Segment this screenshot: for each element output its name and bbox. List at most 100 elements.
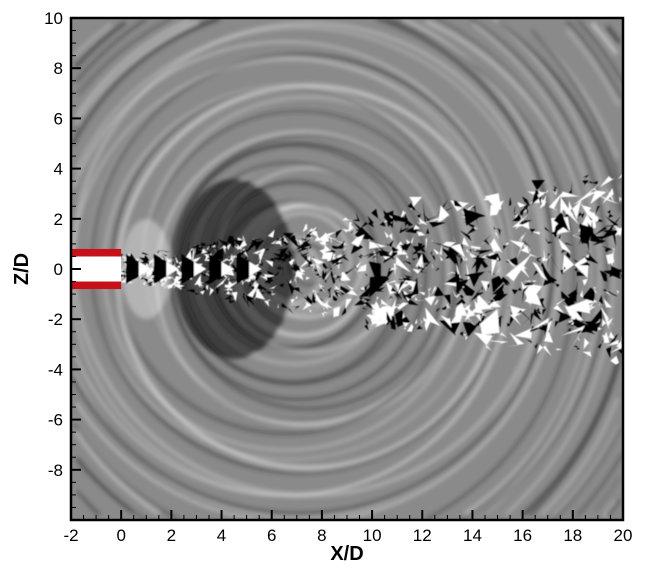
jet-structure bbox=[189, 244, 200, 249]
jet-structure bbox=[561, 325, 586, 353]
jet-structure bbox=[500, 276, 510, 285]
jet-structure bbox=[469, 205, 479, 228]
jet-structure bbox=[250, 238, 264, 246]
jet-structure bbox=[597, 338, 607, 349]
jet-structure bbox=[395, 310, 410, 327]
jet-structure bbox=[322, 304, 325, 310]
jet-structure bbox=[353, 261, 362, 270]
jet-structure bbox=[481, 285, 483, 291]
jet-structure bbox=[277, 303, 281, 309]
jet-structure bbox=[430, 247, 434, 255]
jet-structure bbox=[390, 253, 395, 260]
jet-structure bbox=[538, 298, 545, 306]
jet-structure bbox=[450, 243, 470, 262]
jet-structure bbox=[431, 285, 436, 296]
jet-structure bbox=[440, 315, 452, 328]
jet-structure bbox=[471, 315, 486, 328]
jet-structure bbox=[493, 226, 499, 230]
jet-structure bbox=[507, 323, 511, 327]
jet-structure bbox=[466, 263, 470, 281]
acoustic-wave bbox=[590, 21, 619, 56]
jet-structure bbox=[446, 303, 453, 309]
jet-structure bbox=[362, 307, 368, 310]
jet-structure bbox=[252, 256, 261, 267]
jet-structure bbox=[368, 261, 381, 279]
acoustic-wave bbox=[552, 426, 623, 520]
jet-structure bbox=[146, 280, 156, 287]
jet-structure bbox=[573, 182, 601, 205]
jet-structure bbox=[531, 189, 542, 206]
jet-structure bbox=[143, 278, 147, 286]
acoustic-wave bbox=[576, 452, 623, 517]
jet-structure bbox=[223, 288, 233, 291]
jet-structure bbox=[228, 288, 233, 295]
jet-structure bbox=[267, 229, 275, 238]
jet-structure bbox=[287, 279, 297, 296]
jet-structure bbox=[566, 180, 572, 197]
x-tick-label: 8 bbox=[317, 526, 326, 545]
jet-structure bbox=[541, 263, 560, 288]
acoustic-wave bbox=[74, 20, 127, 69]
acoustic-wave bbox=[74, 457, 134, 514]
jet-structure bbox=[599, 270, 608, 282]
jet-structure bbox=[528, 295, 533, 309]
jet-structure bbox=[334, 285, 348, 297]
jet-structure bbox=[155, 250, 171, 252]
jet-structure bbox=[143, 261, 155, 270]
jet-structure bbox=[606, 339, 621, 346]
jet-structure bbox=[423, 228, 430, 241]
jet-structure bbox=[288, 233, 296, 239]
jet-structure bbox=[224, 294, 234, 300]
jet-structure bbox=[555, 309, 573, 323]
acoustic-wave bbox=[528, 360, 621, 517]
jet-structure bbox=[262, 298, 265, 304]
shock-cell bbox=[221, 261, 235, 277]
jet-structure bbox=[582, 287, 595, 302]
jet-structure bbox=[441, 305, 448, 310]
jet-structure bbox=[406, 323, 414, 332]
jet-structure bbox=[349, 225, 356, 232]
jet-structure bbox=[221, 258, 228, 263]
jet-structure bbox=[474, 225, 479, 230]
jet-structure bbox=[602, 269, 623, 279]
jet-structure bbox=[522, 207, 529, 214]
jet-structure bbox=[561, 249, 567, 254]
jet-structure bbox=[157, 250, 162, 254]
acoustic-wave bbox=[528, 27, 621, 184]
jet-structure bbox=[496, 278, 509, 286]
jet-structure bbox=[245, 294, 255, 309]
jet-structure bbox=[548, 191, 564, 211]
jet-structure bbox=[358, 286, 371, 297]
jet-structure bbox=[541, 257, 548, 263]
jet-structure bbox=[172, 285, 177, 291]
jet-structure bbox=[414, 278, 417, 282]
jet-structure bbox=[567, 280, 578, 303]
jet-structure bbox=[328, 264, 333, 271]
jet-structure bbox=[402, 312, 408, 319]
jet-structure bbox=[348, 221, 352, 232]
jet-structure bbox=[217, 238, 228, 249]
jet-structure bbox=[566, 251, 571, 259]
jet-structure bbox=[505, 242, 510, 245]
jet-structure bbox=[161, 281, 169, 288]
jet-structure bbox=[556, 348, 563, 351]
jet-structure bbox=[242, 296, 247, 303]
jet-structure bbox=[580, 286, 583, 298]
jet-structure bbox=[596, 218, 603, 223]
jet-structure bbox=[607, 210, 614, 218]
jet-structure bbox=[379, 221, 386, 227]
acoustic-wave bbox=[77, 18, 173, 96]
jet-structure bbox=[314, 291, 323, 307]
acoustic-wave bbox=[492, 18, 616, 272]
jet-structure bbox=[590, 220, 604, 244]
jet-structure bbox=[351, 240, 364, 255]
jet-structure bbox=[312, 289, 319, 295]
jet-structure bbox=[489, 301, 501, 304]
jet-structure bbox=[428, 294, 435, 301]
jet-structure bbox=[424, 295, 437, 306]
jet-structure bbox=[601, 245, 618, 252]
jet-structure bbox=[245, 284, 259, 299]
acoustic-wave bbox=[71, 57, 509, 277]
jet-structure bbox=[515, 231, 527, 247]
jet-structure bbox=[421, 246, 426, 253]
